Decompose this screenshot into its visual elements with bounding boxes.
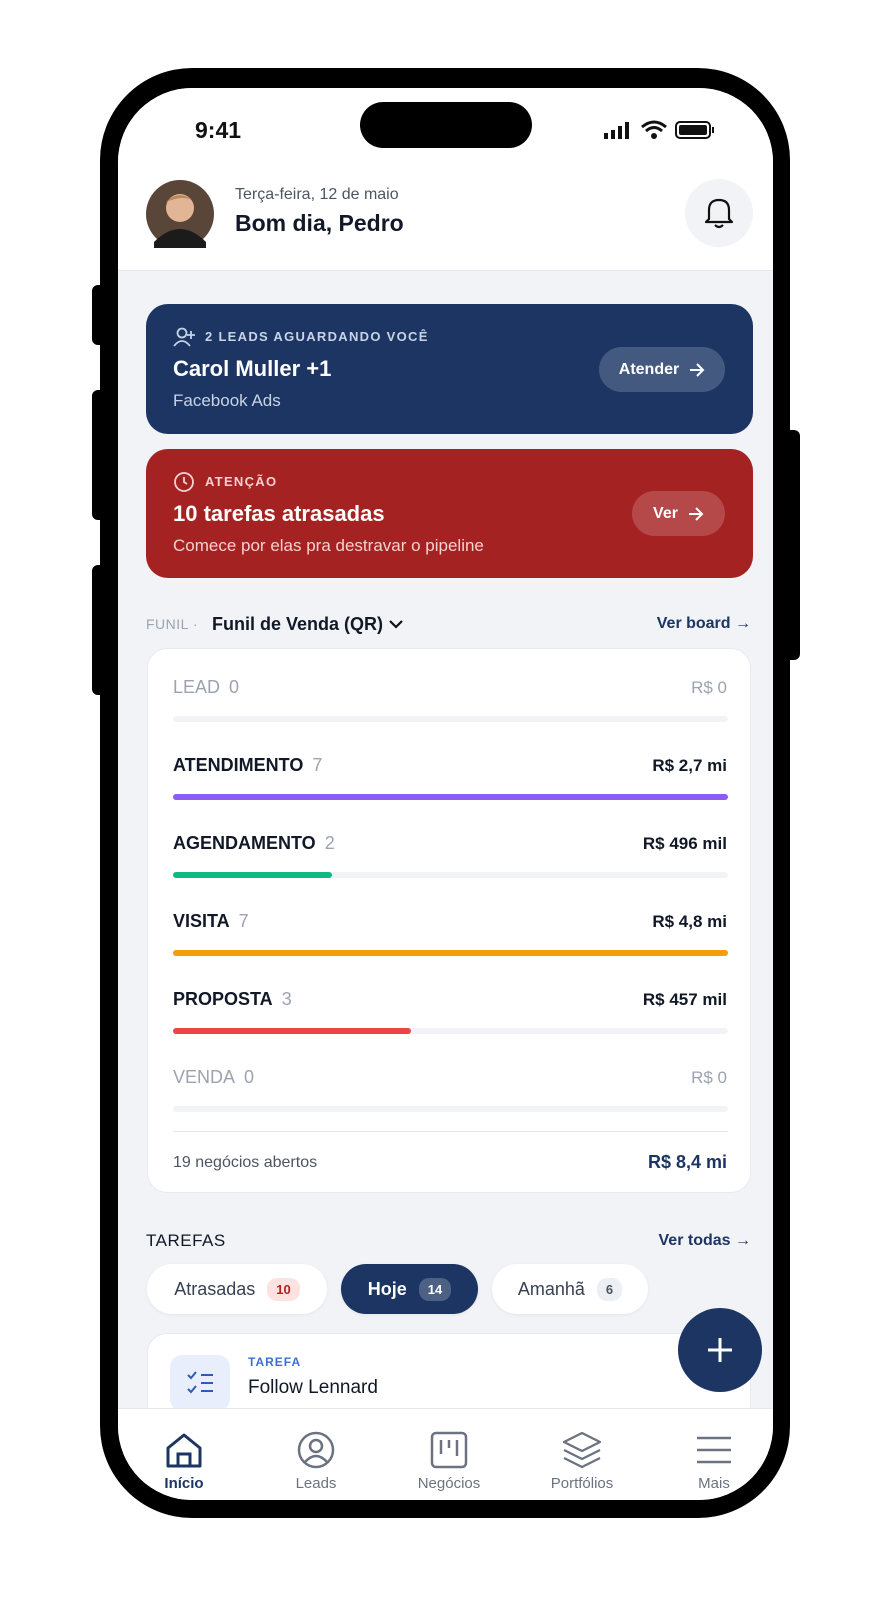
stage-value: R$ 4,8 mi	[652, 912, 727, 931]
status-time: 9:41	[195, 117, 242, 143]
stage-value: R$ 496 mil	[642, 834, 727, 853]
stage-count: 3	[281, 989, 292, 1009]
stage-bar	[173, 872, 332, 878]
tab-today[interactable]: Hoje 14	[341, 1264, 478, 1314]
stage-name: VENDA 0	[173, 1067, 255, 1087]
funnel-card: 19 negócios abertos R$ 8,4 mi LEAD 0 R$ 0 A…	[147, 648, 751, 1193]
nav-icon-home[interactable]	[164, 1430, 204, 1470]
notifications-button[interactable]	[685, 179, 753, 247]
tab-label: Hoje	[367, 1278, 407, 1299]
stage-track	[173, 872, 728, 878]
nav-icon-leads[interactable]	[296, 1430, 336, 1470]
funnel-prefix: FUNIL ·	[146, 616, 198, 632]
nav-label[interactable]: Portfólios	[550, 1475, 614, 1492]
lead-alert-label: 2 LEADS AGUARDANDO VOCÊ	[205, 329, 429, 344]
funnel-total: R$ 8,4 mi	[647, 1152, 727, 1172]
lead-alert-card[interactable]	[146, 304, 753, 434]
nav-label[interactable]: Início	[164, 1475, 204, 1492]
stage-value: R$ 2,7 mi	[652, 756, 727, 775]
button-label: Ver	[653, 504, 678, 522]
stage-value: R$ 457 mil	[642, 990, 727, 1009]
funnel-selector[interactable]: Funil de Venda (QR)	[212, 614, 384, 634]
stage-count: 2	[324, 833, 335, 853]
overdue-alert-card[interactable]	[146, 449, 753, 578]
nav-label[interactable]: Negócios	[417, 1475, 481, 1492]
stage-value: R$ 0	[691, 678, 727, 697]
task-title: Follow Lennard	[248, 1377, 378, 1398]
overdue-alert-subtitle: Comece por elas pra destravar o pipeline	[173, 536, 484, 555]
view-all-link[interactable]: Ver todas →	[658, 1232, 751, 1249]
nav-icon-deals[interactable]	[429, 1430, 469, 1470]
task-icon	[170, 1355, 230, 1411]
header-greeting: Bom dia, Pedro	[235, 210, 404, 236]
overdue-alert-title: 10 tarefas atrasadas	[173, 501, 385, 526]
task-type: TAREFA	[248, 1355, 302, 1369]
tab-badge: 14	[418, 1277, 452, 1301]
tab-badge: 10	[267, 1277, 300, 1301]
stage-name: LEAD 0	[173, 677, 240, 697]
add-button[interactable]	[677, 1307, 763, 1393]
lead-alert-name: Carol Muller +1	[173, 356, 332, 381]
stage-bar	[173, 950, 728, 956]
view-button[interactable]: Ver	[632, 491, 725, 536]
stage-value: R$ 0	[691, 1068, 727, 1087]
stage-name: VISITA 7	[173, 911, 249, 931]
status-icons	[604, 120, 714, 139]
stage-count: 0	[229, 677, 240, 697]
nav-label[interactable]: Mais	[698, 1475, 730, 1492]
stage-bar	[173, 794, 728, 800]
attend-button[interactable]: Atender	[599, 347, 725, 392]
dynamic-island	[360, 102, 532, 148]
nav-label[interactable]: Leads	[295, 1475, 337, 1492]
stage-name: PROPOSTA 3	[173, 989, 292, 1009]
tab-tomorrow[interactable]: Amanhã 6	[492, 1264, 648, 1314]
view-board-link[interactable]: Ver board →	[656, 615, 751, 632]
arrow-icon	[688, 506, 704, 521]
button-label: Atender	[618, 360, 680, 378]
tasks-title: TAREFAS	[146, 1231, 226, 1250]
stage-count: 7	[312, 755, 323, 775]
header-date: Terça-feira, 12 de maio	[235, 186, 399, 203]
nav-icon-portfolios[interactable]	[562, 1430, 602, 1470]
funnel-summary: 19 negócios abertos	[173, 1154, 318, 1171]
divider	[173, 1131, 728, 1132]
tab-badge: 6	[596, 1277, 623, 1301]
stage-track	[173, 1106, 728, 1112]
stage-count: 0	[244, 1067, 255, 1087]
tab-overdue[interactable]: Atrasadas 10	[147, 1264, 327, 1314]
stage-track	[173, 1028, 728, 1034]
screen: 9:41 Terça-feira, 12 de maio Bom dia, Pe…	[118, 88, 773, 1500]
bottom-nav	[118, 1408, 773, 1500]
stage-bar	[173, 1028, 411, 1034]
stage-name: AGENDAMENTO 2	[173, 833, 335, 853]
arrow-icon	[690, 362, 705, 377]
lead-icon	[173, 327, 195, 347]
tab-label: Amanhã	[517, 1278, 585, 1299]
stage-name: ATENDIMENTO 7	[173, 755, 323, 775]
avatar[interactable]	[146, 180, 214, 248]
clock-icon	[174, 472, 194, 492]
overdue-alert-label: ATENÇÃO	[205, 474, 278, 489]
tab-label: Atrasadas	[174, 1278, 256, 1299]
lead-alert-source: Facebook Ads	[173, 391, 281, 410]
stage-track	[173, 716, 728, 722]
stage-count: 7	[238, 911, 249, 931]
chevron-icon[interactable]	[388, 616, 404, 632]
nav-icon-more[interactable]	[694, 1430, 734, 1470]
